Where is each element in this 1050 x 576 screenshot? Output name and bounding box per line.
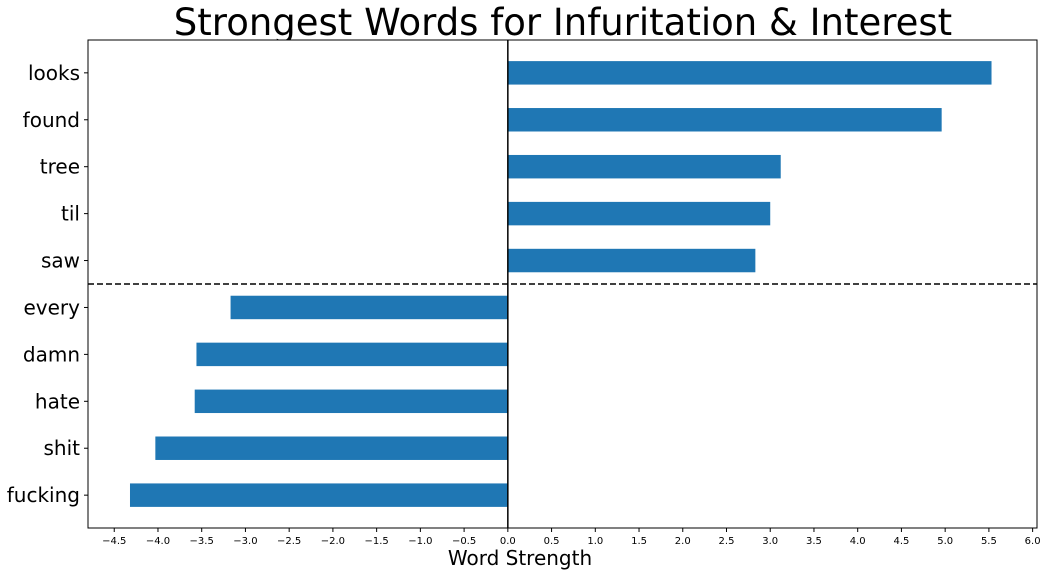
x-tick-label: 5.5 — [981, 536, 997, 547]
x-tick-label: −2.5 — [277, 536, 301, 547]
x-tick-label: 2.5 — [719, 536, 735, 547]
x-tick-label: −1.0 — [408, 536, 432, 547]
category-label: damn — [23, 342, 80, 366]
chart-title: Strongest Words for Infuritation & Inter… — [174, 1, 952, 44]
x-tick-label: −2.0 — [321, 536, 345, 547]
bars — [129, 61, 992, 507]
x-axis-ticks: −4.5 −4.0 −3.5 −3.0 −2.5 −2.0 −1.5 −1.0 −0.5 0.0 0… — [102, 528, 1041, 547]
bar-found — [507, 108, 942, 132]
x-tick-label: 3.5 — [806, 536, 822, 547]
x-tick-label: 0.0 — [500, 536, 516, 547]
category-label: til — [61, 202, 80, 226]
category-label: tree — [40, 155, 80, 179]
x-tick-label: −1.5 — [364, 536, 388, 547]
category-label: found — [23, 108, 80, 132]
x-tick-label: 4.5 — [893, 536, 909, 547]
bar-saw — [507, 248, 756, 273]
x-tick-label: 2.0 — [675, 536, 691, 547]
bar-til — [507, 201, 771, 226]
bar-shit — [155, 436, 508, 460]
bar-fucking — [129, 483, 508, 507]
x-tick-label: 1.0 — [587, 536, 603, 547]
x-tick-label: −3.5 — [190, 536, 214, 547]
category-label: looks — [28, 61, 80, 85]
bar-looks — [507, 61, 992, 85]
bar-hate — [194, 389, 508, 414]
x-tick-label: −0.5 — [452, 536, 476, 547]
category-label: fucking — [7, 483, 80, 507]
x-tick-label: 6.0 — [1025, 536, 1041, 547]
category-label: every — [23, 295, 80, 319]
bar-damn — [196, 342, 508, 367]
x-tick-label: 0.5 — [544, 536, 560, 547]
x-tick-label: 5.0 — [937, 536, 953, 547]
x-axis-label: Word Strength — [448, 546, 592, 570]
category-labels: looks found tree til saw every damn hate shit fuc… — [7, 61, 88, 507]
x-tick-label: 3.0 — [762, 536, 778, 547]
x-tick-label: 1.5 — [631, 536, 647, 547]
category-label: hate — [35, 389, 80, 413]
bar-every — [230, 295, 508, 320]
category-label: shit — [44, 436, 81, 460]
x-tick-label: −4.0 — [146, 536, 170, 547]
category-label: saw — [41, 249, 80, 273]
x-tick-label: 4.0 — [850, 536, 866, 547]
x-tick-label: −4.5 — [102, 536, 126, 547]
x-tick-label: −3.0 — [233, 536, 257, 547]
bar-tree — [507, 154, 781, 179]
